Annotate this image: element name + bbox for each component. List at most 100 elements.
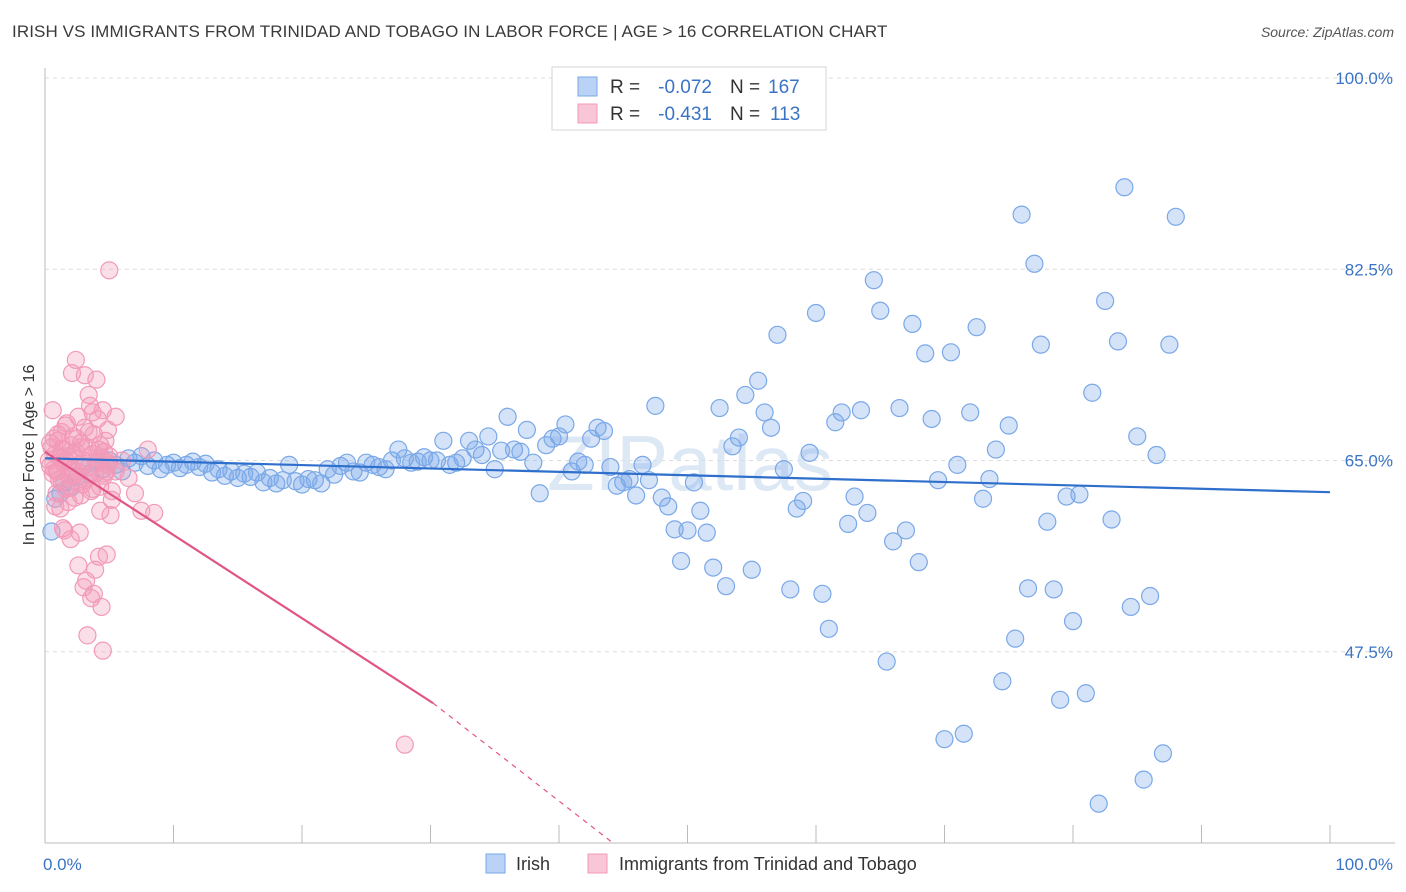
irish-point-160	[1063, 612, 1083, 631]
irish-point-110	[742, 560, 761, 579]
irish-point-112	[755, 403, 774, 422]
trinidad-point-55	[70, 523, 89, 542]
irish-point-69	[479, 427, 498, 446]
trinidad-point-73	[83, 403, 102, 422]
irish-point-126	[845, 487, 864, 506]
irish-point-135	[903, 314, 922, 333]
irish-point-68	[472, 445, 491, 465]
bottom-legend-swatch-irish	[485, 853, 506, 874]
irish-point-128	[858, 503, 877, 523]
irish-point-146	[973, 489, 993, 508]
irish-point-77	[530, 484, 549, 503]
trinidad-point-106	[46, 497, 65, 516]
irish-point-88	[601, 457, 620, 477]
irish-point-106	[716, 577, 736, 596]
series-legend: Irish Immigrants from Trinidad and Tobag…	[485, 853, 917, 874]
trinidad-point-85	[60, 477, 79, 496]
irish-point-157	[1044, 580, 1063, 599]
x-tick-label-max: 100.0%	[1335, 855, 1393, 874]
irish-point-169	[1121, 597, 1140, 617]
irish-point-136	[909, 553, 928, 572]
irish-point-127	[851, 401, 871, 420]
irish-point-75	[517, 420, 536, 439]
watermark: ZIPatlas	[547, 419, 833, 507]
legend-r-label-irish: R =	[610, 77, 640, 98]
series-irish-points	[42, 178, 1185, 813]
trinidad-point-74	[87, 370, 106, 389]
irish-point-111	[749, 371, 768, 390]
irish-point-62	[434, 431, 453, 450]
trinidad-point-62	[97, 545, 116, 564]
trinidad-point-71	[75, 366, 94, 385]
irish-point-95	[646, 396, 665, 415]
trinidad-point-69	[68, 429, 87, 448]
y-tick-label-2: 65.0%	[1345, 452, 1393, 471]
irish-point-98	[665, 520, 684, 539]
irish-point-104	[704, 558, 723, 577]
trinidad-point-102	[138, 440, 157, 459]
irish-point-129	[864, 271, 883, 290]
y-tick-label-1: 82.5%	[1345, 260, 1393, 279]
irish-point-164	[1089, 794, 1108, 813]
irish-point-158	[1051, 690, 1070, 709]
irish-point-171	[1134, 770, 1153, 789]
irish-point-151	[1006, 629, 1025, 648]
legend-n-label-irish: N =	[730, 77, 760, 98]
legend-n-value-irish: 167	[768, 77, 800, 98]
series-trinidad-points	[39, 261, 414, 754]
trinidad-point-57	[78, 626, 97, 645]
trinidad-point-88	[71, 438, 91, 457]
irish-point-156	[1038, 512, 1057, 531]
irish-point-131	[877, 652, 896, 671]
trinidad-point-72	[79, 385, 98, 405]
irish-point-176	[1166, 207, 1185, 226]
irish-point-102	[691, 501, 710, 520]
irish-point-71	[492, 441, 511, 460]
irish-point-141	[941, 343, 961, 362]
trinidad-point-61	[93, 641, 112, 660]
irish-point-165	[1096, 291, 1115, 311]
trinidad-point-105	[395, 735, 414, 754]
irish-point-155	[1031, 335, 1050, 354]
irish-point-114	[768, 325, 787, 344]
trinidad-point-90	[79, 422, 98, 442]
irish-point-81	[556, 415, 575, 434]
legend-n-value-trinidad: 113	[770, 104, 800, 125]
trinidad-point-23	[69, 407, 88, 426]
trinidad-point-104	[100, 261, 119, 280]
irish-point-116	[781, 580, 800, 599]
trinidad-point-100	[125, 484, 145, 503]
irish-point-37	[273, 471, 292, 490]
irish-point-162	[1076, 684, 1095, 703]
trinidad-trend-extension	[432, 702, 614, 844]
irish-point-130	[871, 301, 890, 320]
bottom-legend-label-irish: Irish	[516, 854, 550, 874]
irish-point-143	[954, 724, 973, 743]
irish-point-166	[1102, 510, 1121, 529]
y-tick-labels: 100.0% 82.5% 65.0% 47.5%	[1335, 69, 1393, 662]
irish-point-94	[639, 471, 659, 490]
irish-point-87	[594, 421, 614, 441]
irish-point-118	[794, 491, 813, 511]
irish-point-115	[774, 460, 793, 479]
irish-point-145	[967, 318, 986, 337]
irish-point-174	[1153, 744, 1173, 763]
irish-point-103	[697, 523, 716, 542]
irish-point-78	[537, 436, 556, 455]
irish-point-124	[832, 403, 851, 422]
irish-point-173	[1147, 445, 1166, 465]
trend-lines	[44, 450, 1331, 844]
irish-point-72	[498, 407, 517, 426]
irish-point-100	[678, 521, 697, 540]
irish-point-108	[729, 428, 749, 447]
irish-point-147	[980, 469, 999, 489]
trinidad-point-108	[61, 530, 80, 549]
irish-point-121	[813, 584, 832, 603]
trinidad-point-84	[56, 416, 75, 435]
irish-point-133	[890, 398, 909, 418]
legend-r-value-irish: -0.072	[658, 77, 712, 98]
irish-point-0	[42, 522, 61, 541]
irish-point-125	[839, 514, 858, 533]
bottom-legend-label-trinidad: Immigrants from Trinidad and Tobago	[619, 854, 917, 874]
